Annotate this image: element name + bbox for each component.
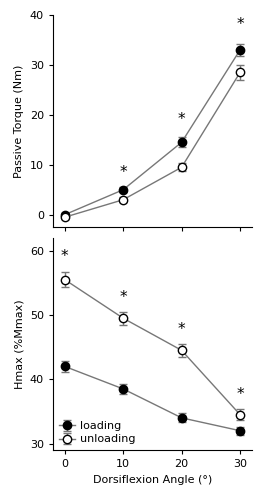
Text: *: * xyxy=(178,112,185,128)
Text: *: * xyxy=(236,18,244,32)
X-axis label: Dorsiflexion Angle (°): Dorsiflexion Angle (°) xyxy=(93,474,212,484)
Text: *: * xyxy=(119,165,127,180)
Y-axis label: Passive Torque (Nm): Passive Torque (Nm) xyxy=(14,64,24,178)
Text: *: * xyxy=(61,248,69,264)
Text: *: * xyxy=(178,322,185,338)
Legend: loading, unloading: loading, unloading xyxy=(59,421,135,444)
Text: *: * xyxy=(119,290,127,306)
Text: *: * xyxy=(236,387,244,402)
Y-axis label: Hmax (%Mmax): Hmax (%Mmax) xyxy=(14,299,24,388)
